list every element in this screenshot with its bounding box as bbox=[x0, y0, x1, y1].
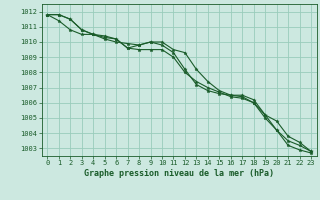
X-axis label: Graphe pression niveau de la mer (hPa): Graphe pression niveau de la mer (hPa) bbox=[84, 169, 274, 178]
